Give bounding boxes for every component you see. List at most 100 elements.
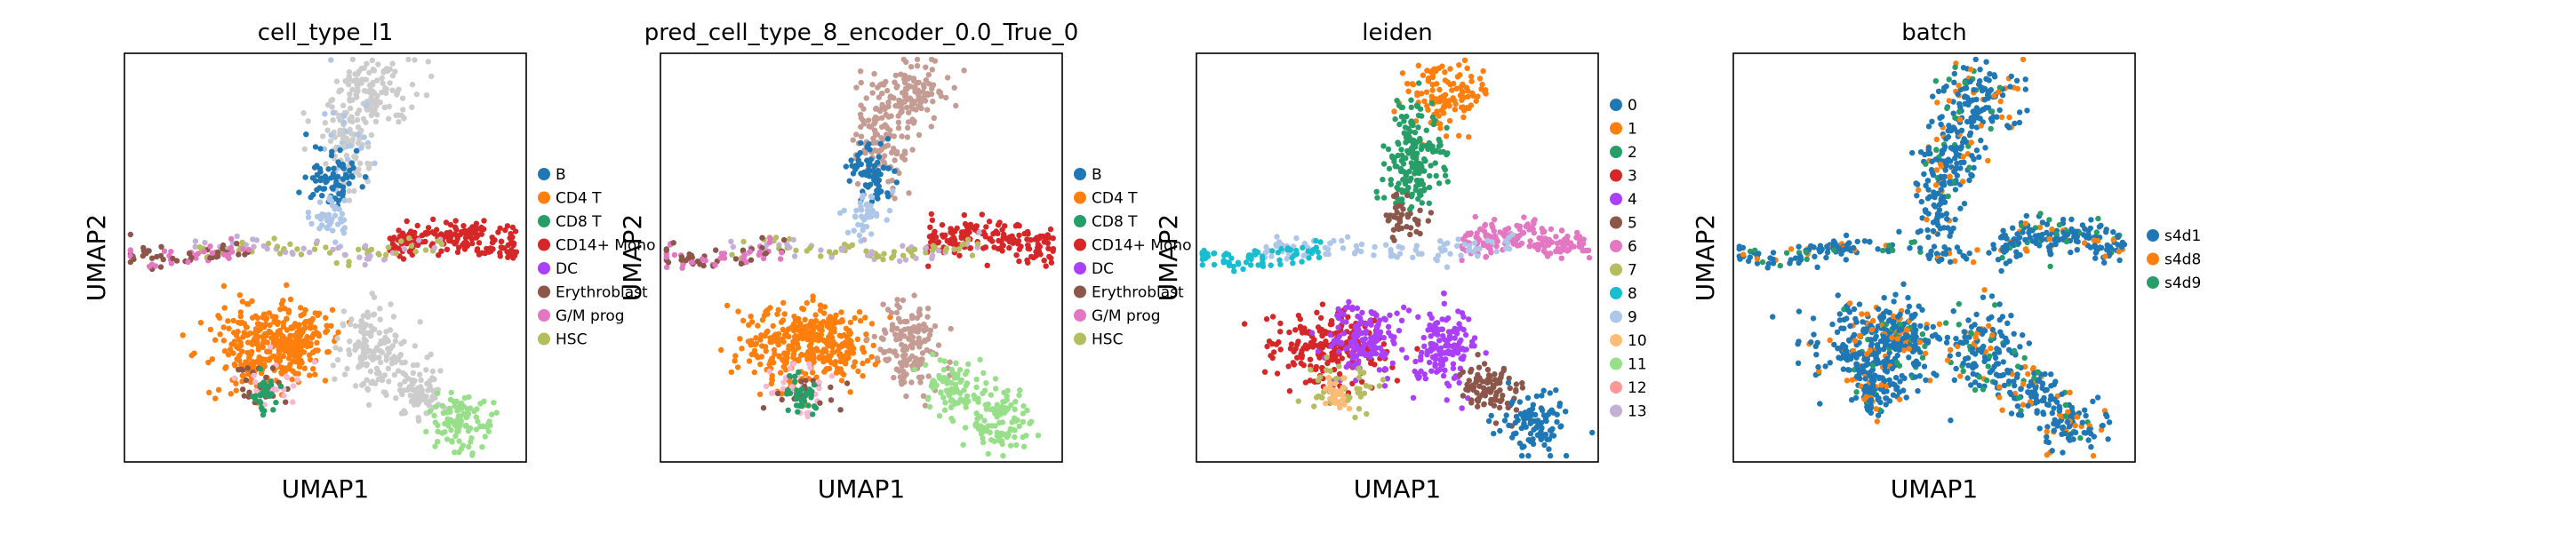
cell-point xyxy=(799,402,805,410)
cell-point xyxy=(252,360,258,366)
cell-point xyxy=(429,368,436,375)
cell-point xyxy=(302,337,308,344)
cell-point xyxy=(308,220,315,227)
cell-point xyxy=(364,60,370,67)
cell-point xyxy=(329,97,336,103)
cell-point xyxy=(1349,351,1356,357)
cell-point xyxy=(1415,112,1422,119)
cell-point xyxy=(252,334,259,340)
cell-point xyxy=(787,373,793,379)
cell-point xyxy=(1930,171,1937,179)
cell-point xyxy=(1456,379,1462,386)
cell-point xyxy=(853,207,860,214)
cell-point xyxy=(892,195,898,202)
cell-point xyxy=(874,253,880,260)
cell-point xyxy=(1372,362,1378,368)
cell-point xyxy=(319,133,326,139)
cell-point xyxy=(1969,123,1975,130)
cell-point xyxy=(236,251,242,258)
legend-marker xyxy=(1074,191,1086,204)
cell-point xyxy=(431,231,438,237)
cell-point xyxy=(1423,127,1430,133)
cell-point xyxy=(1344,234,1351,240)
cell-point xyxy=(1016,223,1022,229)
cell-point xyxy=(1438,348,1444,355)
cell-point xyxy=(924,314,931,320)
cell-point xyxy=(1343,346,1349,352)
cell-point xyxy=(328,322,334,329)
cell-point xyxy=(1973,147,1980,154)
cell-point xyxy=(840,245,847,251)
cell-point xyxy=(314,187,320,193)
cell-point xyxy=(904,134,911,140)
cell-point xyxy=(921,321,927,328)
cell-point xyxy=(422,238,428,245)
cell-point xyxy=(1484,366,1492,373)
cell-point xyxy=(267,344,274,350)
cell-point xyxy=(1475,235,1481,241)
cell-point xyxy=(886,207,893,214)
cell-point xyxy=(364,386,372,394)
cell-point xyxy=(1485,244,1492,251)
cell-point xyxy=(1521,420,1527,426)
cell-point xyxy=(1401,304,1407,311)
cell-point xyxy=(389,60,396,67)
cell-point xyxy=(764,311,771,317)
cell-point xyxy=(1020,418,1027,425)
cell-point xyxy=(802,370,809,377)
cell-point xyxy=(279,340,285,347)
cell-point xyxy=(1325,374,1332,381)
cell-point xyxy=(903,393,909,400)
cell-point xyxy=(1983,59,1989,65)
cell-point xyxy=(324,225,330,231)
cell-point xyxy=(787,244,793,251)
cell-point xyxy=(412,378,418,384)
cell-point xyxy=(443,219,450,226)
cell-point xyxy=(419,387,426,394)
cell-point xyxy=(975,396,981,403)
cell-point xyxy=(228,244,234,251)
cell-point xyxy=(777,370,784,376)
cell-point xyxy=(1468,102,1475,108)
cell-point xyxy=(479,444,485,450)
cell-point xyxy=(1223,251,1229,257)
cell-point xyxy=(930,378,937,384)
cell-point xyxy=(358,358,364,364)
cell-point xyxy=(423,92,430,99)
cell-point xyxy=(893,309,900,316)
cell-point xyxy=(1506,235,1512,241)
cell-point xyxy=(380,257,388,263)
cell-point xyxy=(713,247,719,253)
cell-point xyxy=(740,247,747,253)
cell-point xyxy=(498,238,505,244)
cell-point xyxy=(935,247,942,254)
cell-point xyxy=(809,370,816,376)
cell-point xyxy=(271,235,277,242)
cell-point xyxy=(1284,256,1291,262)
cell-point xyxy=(330,362,336,369)
cell-point xyxy=(728,238,734,244)
cell-point xyxy=(330,227,336,234)
cell-point xyxy=(902,257,909,263)
cell-point xyxy=(341,120,348,126)
cell-point xyxy=(1278,245,1284,252)
cell-point xyxy=(774,390,781,397)
cell-point xyxy=(1995,89,2002,96)
cell-point xyxy=(1438,107,1444,114)
cell-point xyxy=(2020,56,2027,63)
cell-point xyxy=(364,377,370,383)
cell-point xyxy=(215,386,222,393)
cell-point xyxy=(1415,221,1421,227)
cell-point xyxy=(495,229,501,235)
cell-point xyxy=(949,241,956,247)
cell-point xyxy=(1507,385,1514,392)
cell-point xyxy=(452,449,458,456)
cell-point xyxy=(396,227,402,234)
cell-point xyxy=(1426,359,1433,366)
cell-point xyxy=(373,370,380,377)
cell-point xyxy=(1535,244,1542,251)
cell-point xyxy=(917,379,924,386)
cell-point xyxy=(2022,86,2028,92)
cell-point xyxy=(796,356,802,362)
cell-point xyxy=(900,252,907,259)
